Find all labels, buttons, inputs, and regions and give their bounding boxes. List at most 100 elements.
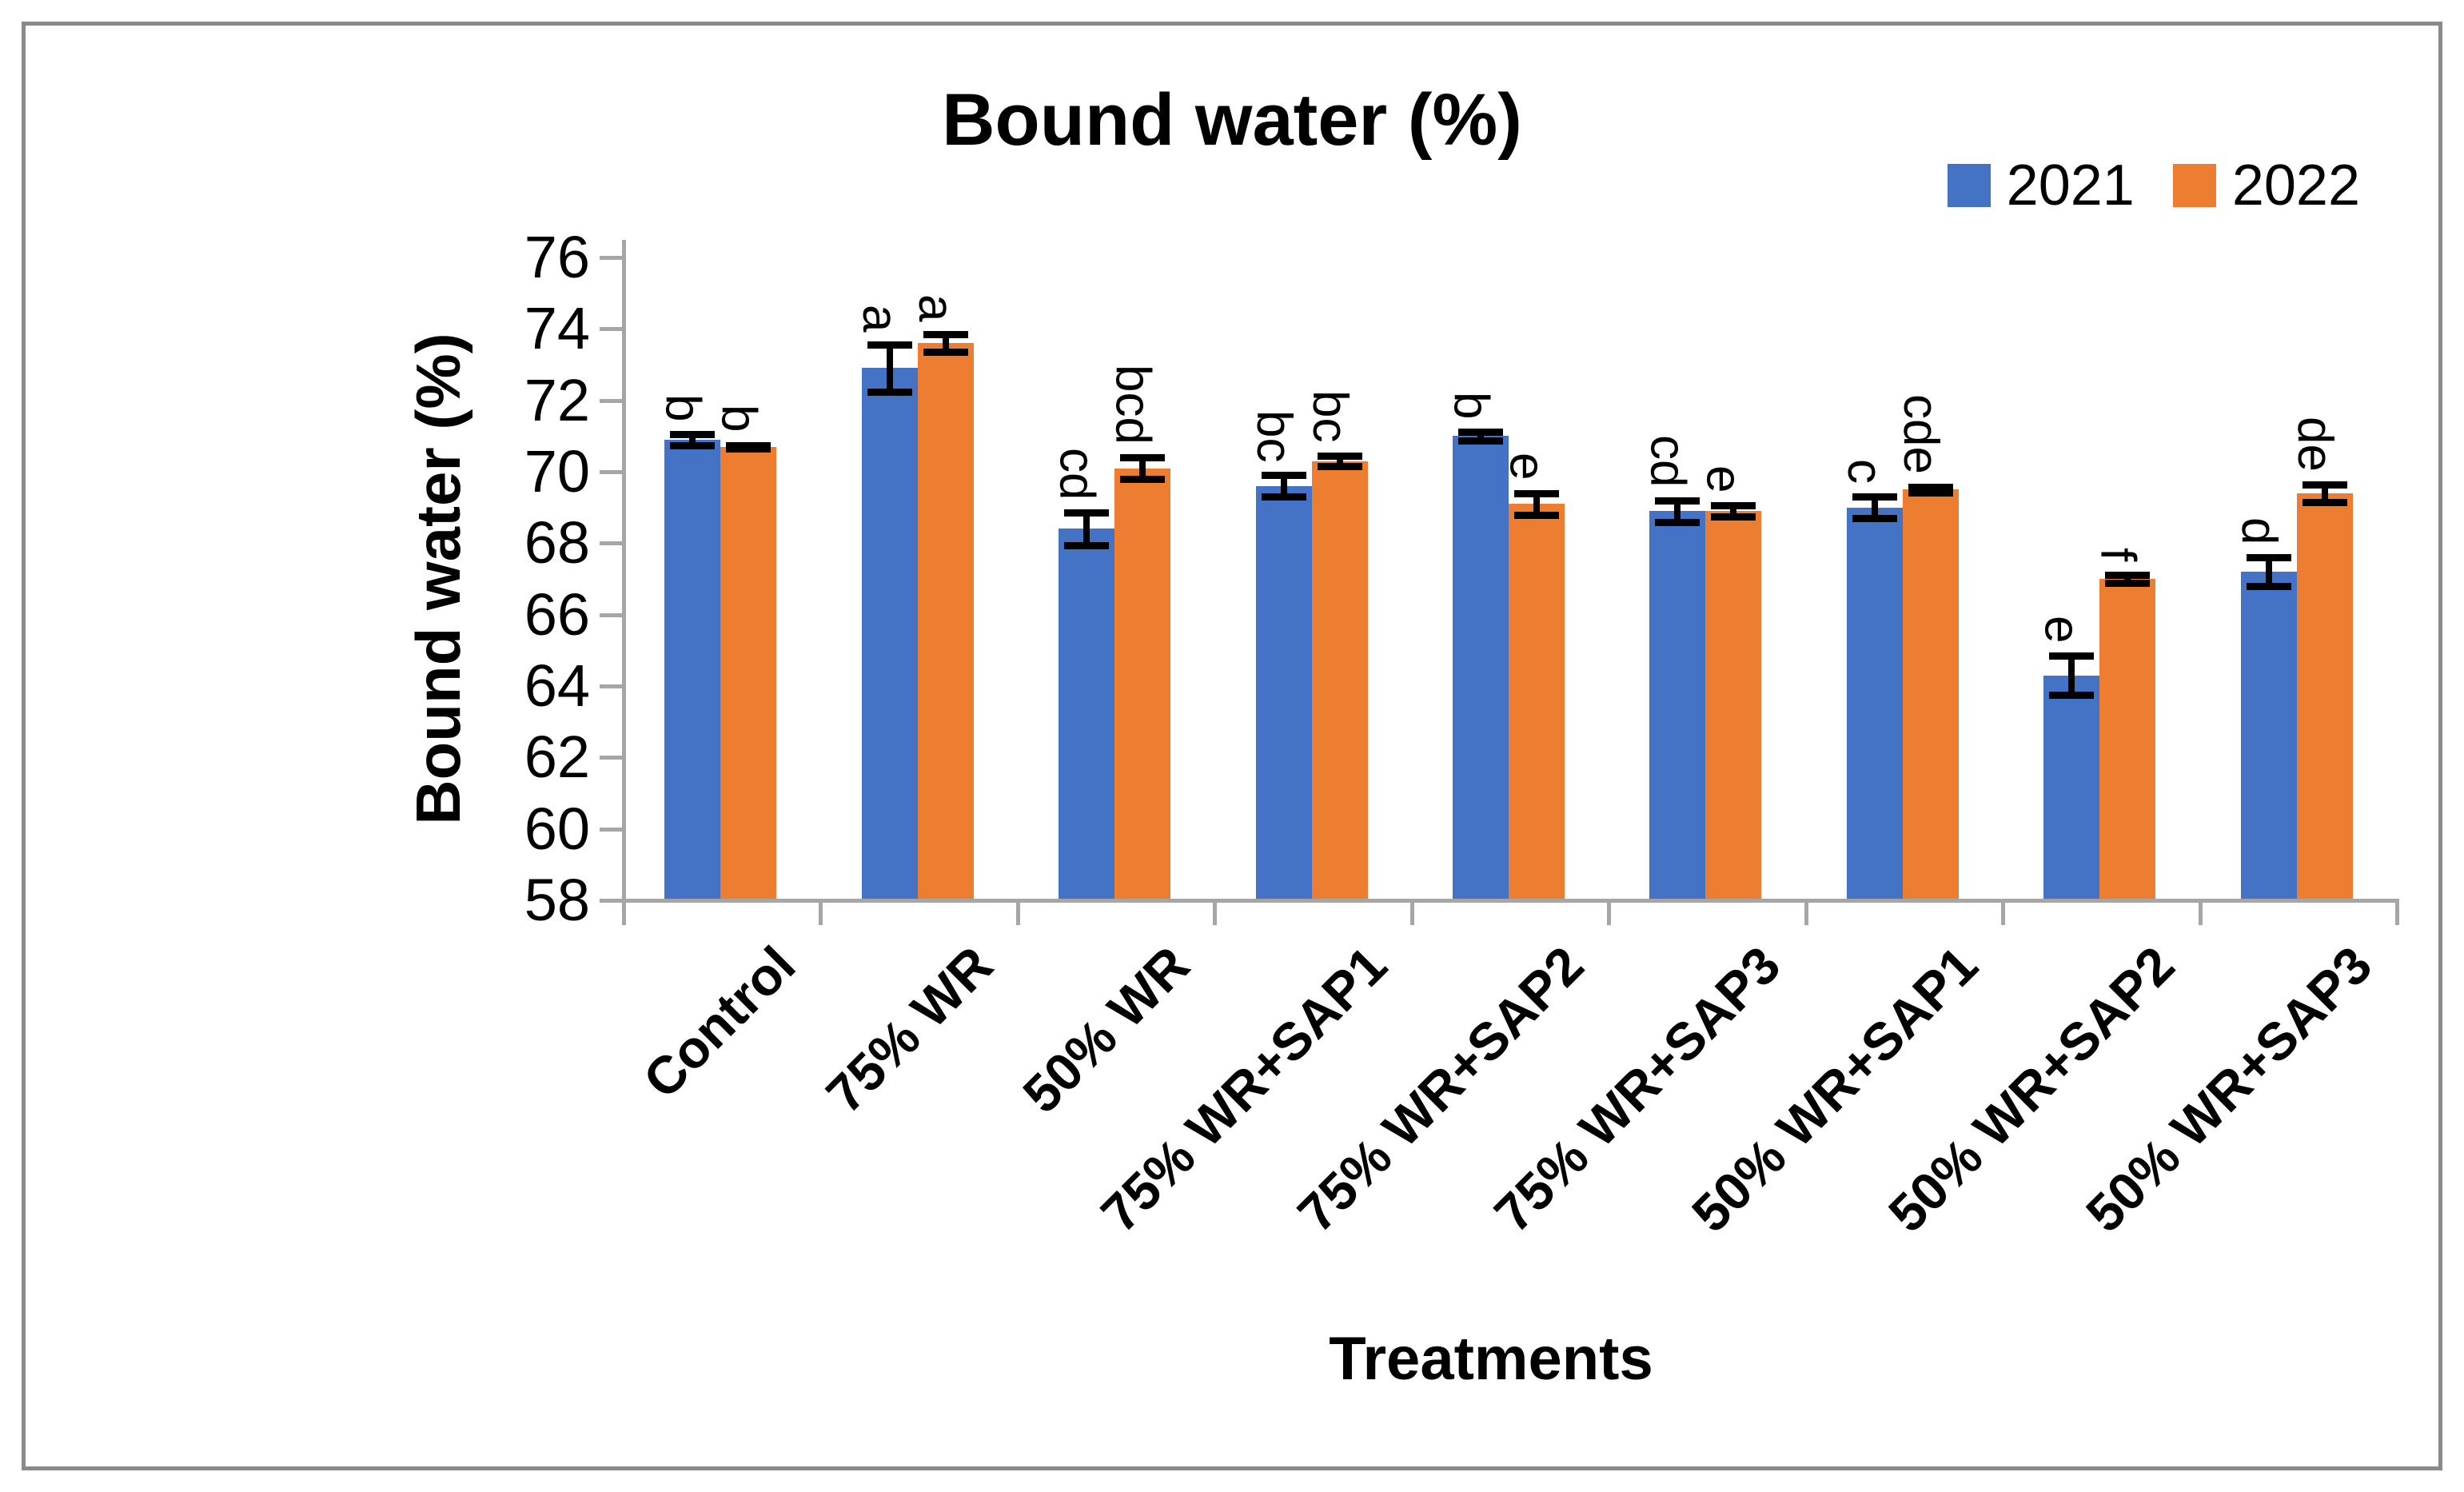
sig-letter-2022-50% WR+SAP2: f [2090, 548, 2146, 562]
x-tick [622, 899, 626, 925]
sig-letter-2022-75% WR+SAP2: e [1499, 453, 1555, 481]
sig-letter-2022-50% WR: bcd [1105, 365, 1161, 445]
bar-2021-50% WR+SAP1 [1846, 507, 1903, 899]
error-bar-cap-bottom [2302, 498, 2347, 506]
error-bar-cap-top [1514, 489, 1559, 497]
sig-letter-2022-Control: b [711, 405, 767, 433]
bar-2021-50% WR [1059, 529, 1115, 899]
error-bar-2022-75% WR+SAP2 [1533, 493, 1540, 515]
bar-2022-50% WR+SAP1 [1902, 489, 1959, 899]
bar-2022-50% WR [1114, 468, 1171, 899]
sig-letter-2021-75% WR+SAP1: bc [1246, 409, 1302, 463]
error-bar-2021-75% WR+SAP3 [1674, 500, 1681, 522]
y-tick-label: 70 [524, 438, 590, 505]
error-bar-cap-top [867, 341, 912, 349]
sig-letter-2022-75% WR+SAP3: e [1696, 465, 1752, 493]
error-bar-cap-bottom [1458, 437, 1503, 445]
sig-letter-2021-75% WR: a [851, 304, 907, 333]
error-bar-2022-50% WR [1139, 457, 1146, 479]
sig-letter-2021-75% WR+SAP2: b [1443, 391, 1499, 419]
error-bar-cap-top [2302, 481, 2347, 489]
y-axis-line [622, 240, 626, 903]
error-bar-cap-bottom [726, 445, 771, 453]
y-tick-label: 62 [524, 724, 590, 791]
sig-letter-2021-50% WR: cd [1049, 447, 1105, 501]
error-bar-2021-Control [689, 434, 696, 445]
error-bar-cap-bottom [1120, 475, 1166, 483]
y-tick [600, 684, 622, 688]
error-bar-cap-top [1852, 493, 1897, 501]
error-bar-cap-bottom [1655, 518, 1700, 526]
error-bar-cap-top [1908, 483, 1953, 491]
y-tick [600, 327, 622, 332]
y-tick-label: 74 [524, 295, 590, 362]
error-bar-cap-bottom [1908, 489, 1953, 497]
error-bar-cap-bottom [2246, 582, 2291, 590]
sig-letter-2021-50% WR+SAP1: c [1837, 459, 1893, 485]
y-tick [600, 541, 622, 546]
legend: 2021 2022 [1947, 154, 2360, 217]
error-bar-cap-top [1120, 454, 1166, 462]
error-bar-cap-bottom [1064, 541, 1110, 549]
x-tick [1804, 899, 1808, 925]
legend-label-2021: 2021 [2006, 154, 2135, 217]
bar-2022-75% WR+SAP3 [1705, 511, 1762, 899]
y-tick [600, 899, 622, 903]
error-bar-cap-bottom [867, 388, 912, 396]
y-tick [600, 256, 622, 260]
error-bar-2021-50% WR+SAP1 [1871, 497, 1878, 519]
x-tick [2395, 899, 2399, 925]
legend-item-2021: 2021 [1947, 154, 2135, 217]
legend-item-2022: 2022 [2172, 157, 2360, 214]
bar-2021-Control [664, 439, 721, 899]
sig-letter-2021-75% WR+SAP3: cd [1640, 435, 1696, 488]
error-bar-cap-bottom [1317, 463, 1362, 471]
error-bar-cap-bottom [2049, 692, 2095, 700]
error-bar-cap-top [1458, 428, 1503, 436]
error-bar-cap-top [2105, 571, 2151, 579]
error-bar-2022-50% WR+SAP3 [2321, 484, 2328, 502]
x-axis-title: Treatments [1329, 1325, 1653, 1393]
sig-letter-2021-50% WR+SAP2: e [2034, 615, 2090, 644]
y-tick [600, 398, 622, 403]
error-bar-cap-bottom [670, 441, 716, 449]
y-tick [600, 756, 622, 760]
error-bar-cap-top [670, 431, 716, 439]
error-bar-cap-bottom [923, 349, 968, 357]
bar-2022-Control [720, 446, 777, 899]
chart-title: Bound water (%) [942, 79, 1522, 161]
legend-swatch-2021-icon [1947, 164, 1991, 207]
bar-2022-75% WR [917, 343, 974, 899]
error-bar-2022-75% WR+SAP1 [1336, 455, 1343, 467]
y-tick-label: 76 [524, 224, 590, 290]
error-bar-2022-75% WR+SAP3 [1730, 505, 1737, 517]
y-tick-label: 64 [524, 652, 590, 719]
error-bar-2021-50% WR+SAP3 [2265, 557, 2272, 586]
bar-2021-50% WR+SAP2 [2043, 675, 2100, 899]
y-tick-label: 68 [524, 509, 590, 576]
bar-2022-75% WR+SAP2 [1509, 504, 1565, 899]
error-bar-cap-bottom [2105, 580, 2151, 588]
sig-letter-2022-50% WR+SAP3: de [2287, 416, 2343, 472]
error-bar-cap-top [1064, 509, 1110, 517]
y-tick [600, 470, 622, 474]
error-bar-2021-75% WR [886, 345, 893, 392]
x-tick [2198, 899, 2203, 925]
error-bar-cap-top [2049, 652, 2095, 660]
y-tick-label: 66 [524, 580, 590, 648]
y-tick [600, 827, 622, 832]
legend-swatch-2022-icon [2172, 164, 2216, 207]
x-tick [1607, 899, 1612, 925]
x-tick [819, 899, 823, 925]
error-bar-cap-bottom [1514, 511, 1559, 519]
bar-2021-75% WR+SAP1 [1255, 485, 1312, 899]
x-tick [1213, 899, 1218, 925]
sig-letter-2021-50% WR+SAP3: d [2231, 517, 2287, 545]
error-bar-cap-top [2246, 554, 2291, 562]
figure-border [22, 22, 2442, 1470]
error-bar-cap-top [1261, 472, 1306, 480]
error-bar-cap-top [1317, 452, 1362, 460]
y-tick-label: 60 [524, 795, 590, 862]
error-bar-2022-75% WR [942, 334, 949, 353]
